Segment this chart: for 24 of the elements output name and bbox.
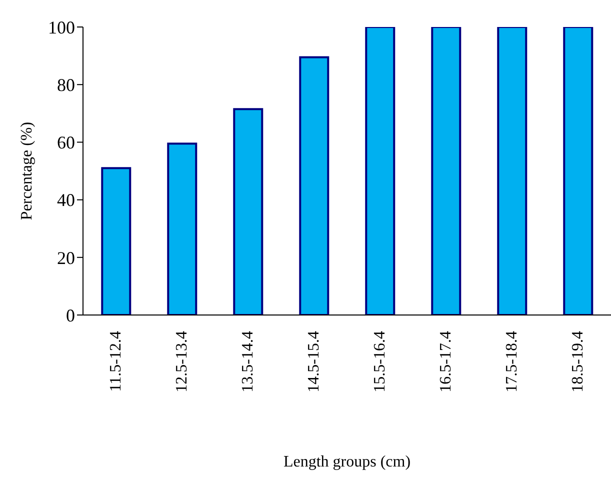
bar (299, 56, 330, 315)
bar (431, 27, 462, 315)
bar (101, 167, 132, 315)
y-tick-label: 40 (57, 190, 75, 210)
x-tick-label: 12.5-13.4 (174, 331, 190, 392)
bar (563, 27, 594, 315)
x-tick-label: 17.5-18.4 (504, 331, 520, 392)
x-tick-label: 16.5-17.4 (438, 331, 454, 392)
x-axis-title: Length groups (cm) (283, 453, 411, 470)
y-tick-label: 0 (66, 305, 75, 326)
y-tick-label: 100 (48, 17, 75, 38)
x-tick-label: 11.5-12.4 (108, 331, 124, 392)
x-tick-label: 14.5-15.4 (306, 331, 322, 392)
x-tick-label: 13.5-14.4 (240, 331, 256, 392)
y-tick-label: 60 (57, 132, 75, 153)
bar (365, 27, 396, 315)
y-tick-label: 80 (57, 74, 75, 95)
x-tick-label: 18.5-19.4 (570, 331, 586, 392)
bar (233, 108, 264, 315)
y-tick-label: 20 (57, 248, 75, 268)
bar (497, 27, 528, 315)
x-tick-label: 15.5-16.4 (372, 331, 388, 392)
y-axis-title: Percentage (%) (18, 122, 36, 220)
bar (167, 142, 198, 315)
